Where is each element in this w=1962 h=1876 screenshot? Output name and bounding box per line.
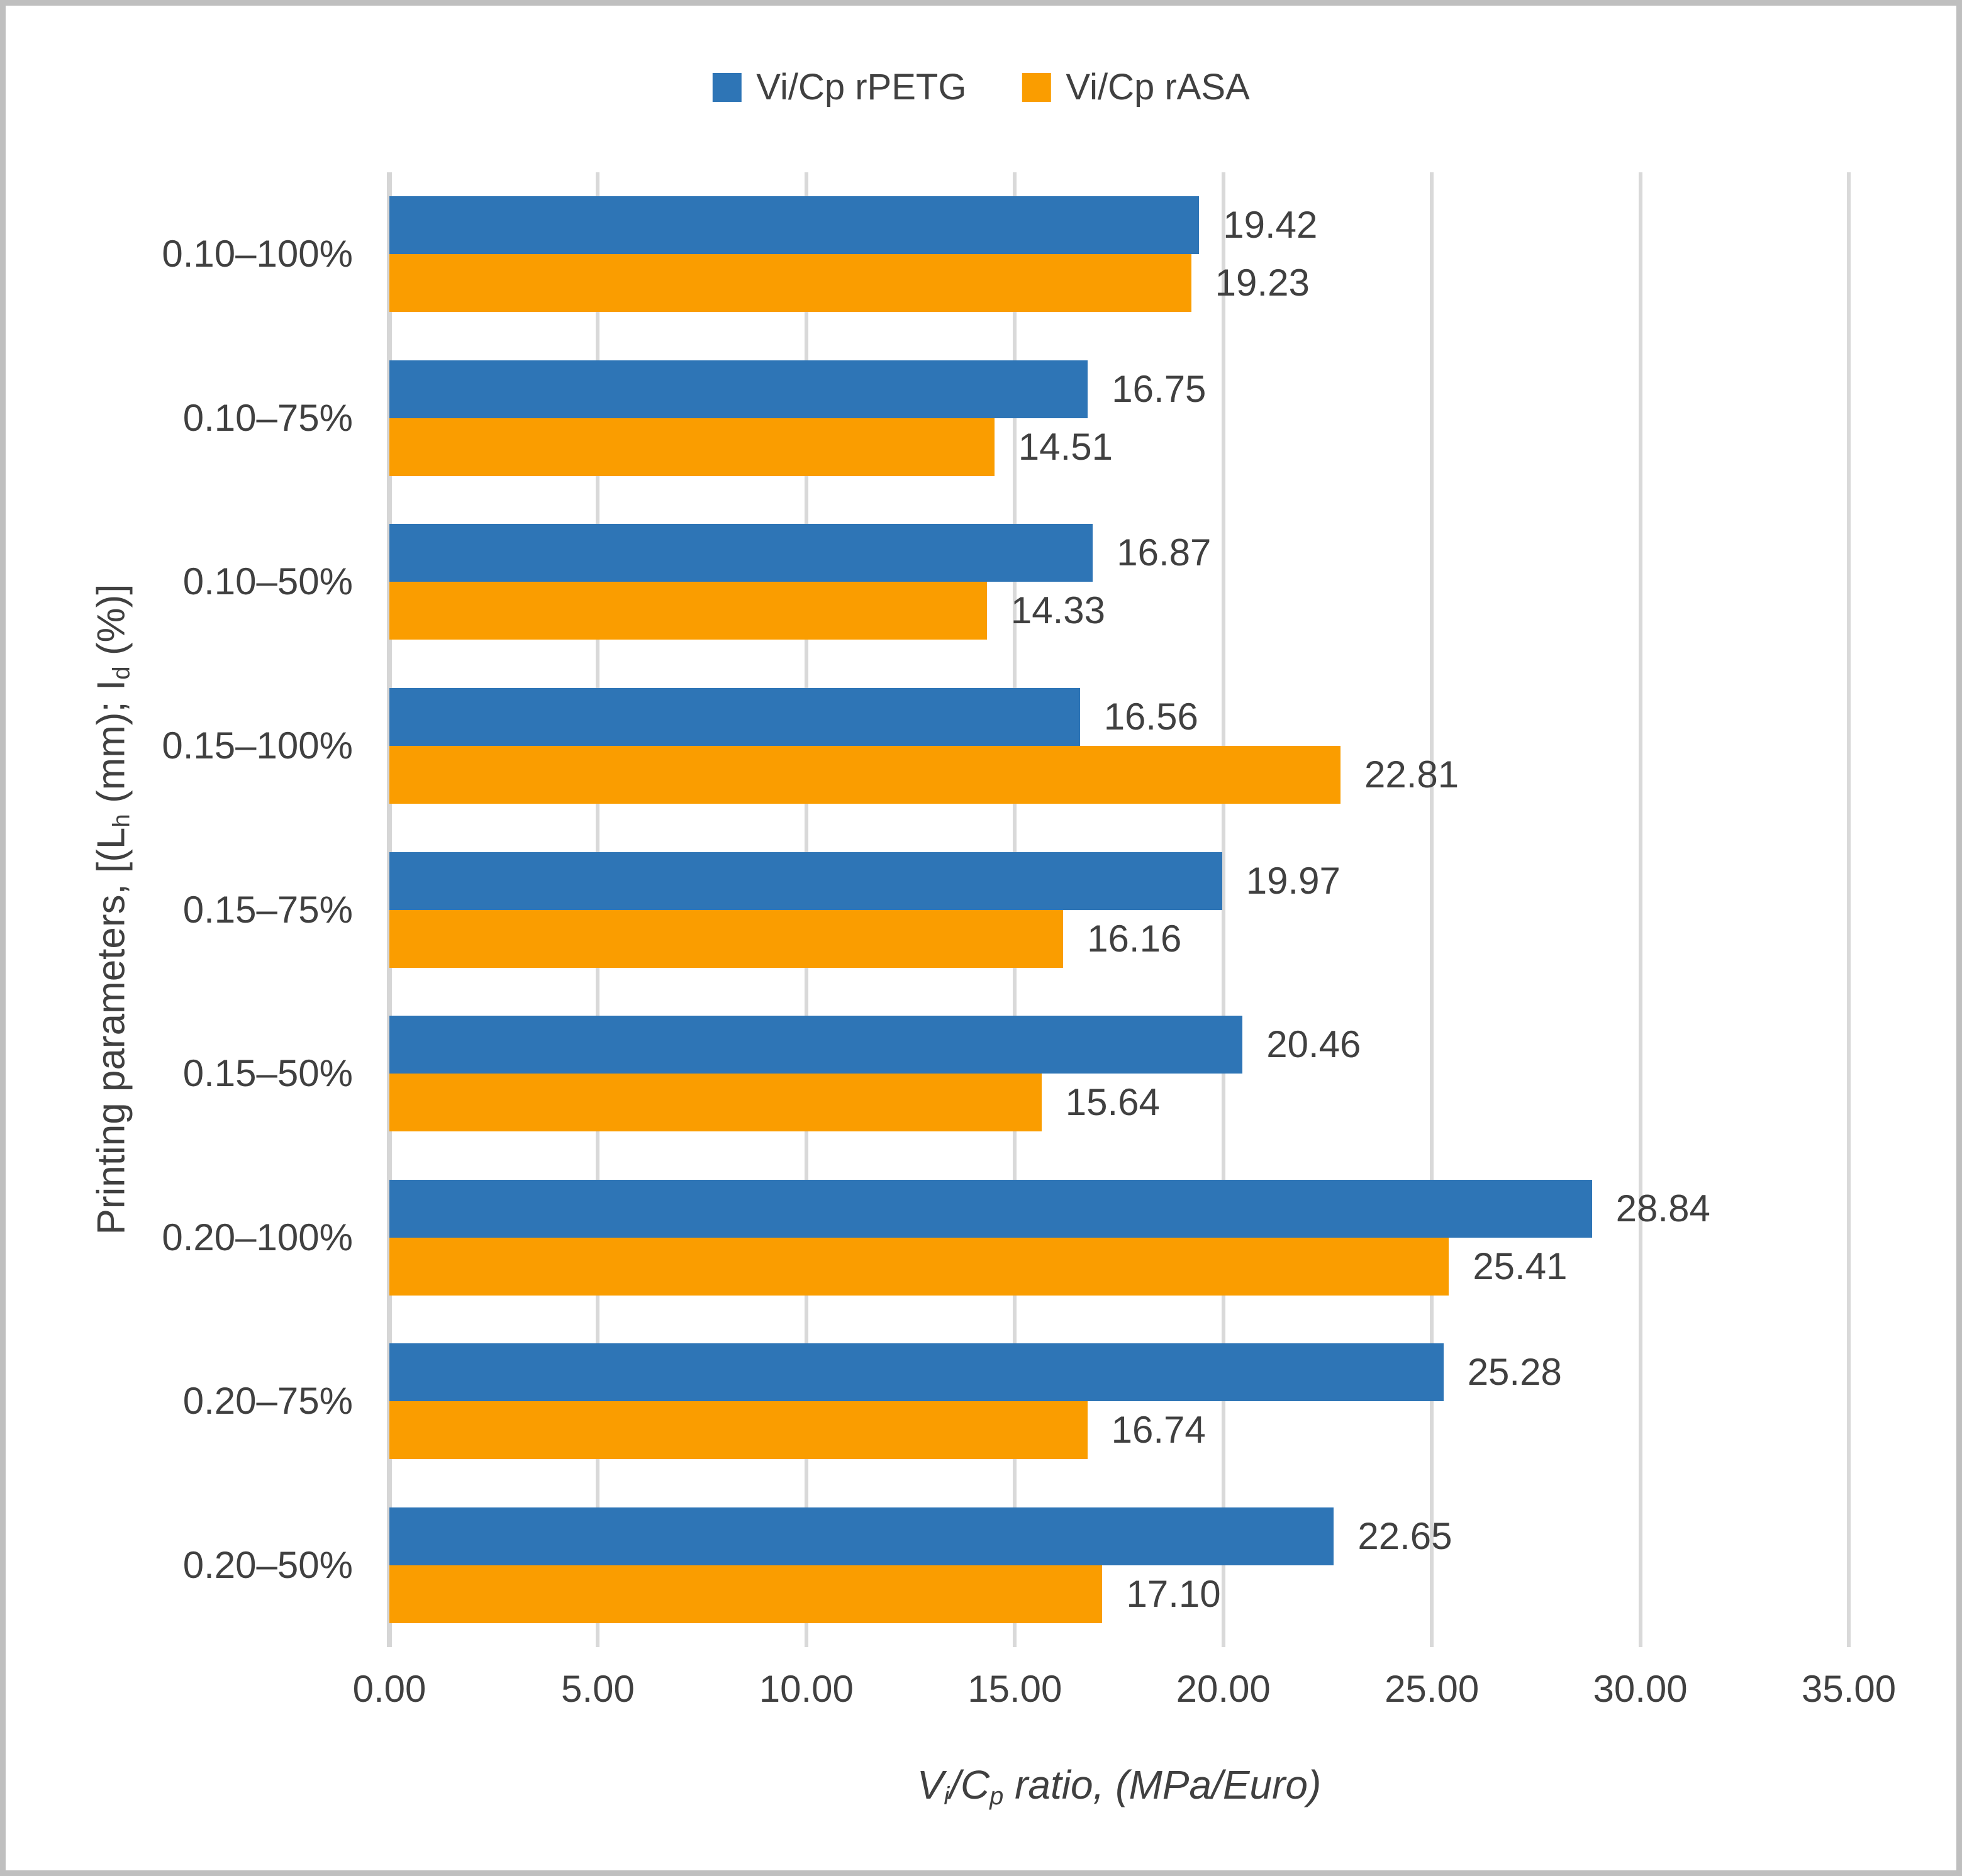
bar-vi-cp-rpetg — [389, 196, 1200, 255]
bar-value-label: 20.46 — [1266, 1023, 1361, 1066]
bar-vi-cp-rasa — [389, 254, 1191, 313]
bar-vi-cp-rpetg — [389, 852, 1222, 910]
bar-vi-cp-rasa — [389, 418, 995, 476]
title-segment: ratio, (MPa/Euro) — [1003, 1762, 1322, 1807]
bar-value-label: 16.75 — [1112, 367, 1207, 410]
legend-item: Vi/Cp rASA — [1022, 66, 1250, 108]
bar-vi-cp-rpetg — [389, 1016, 1243, 1074]
category-label: 0.10–100% — [162, 233, 353, 275]
gridline — [1430, 172, 1434, 1647]
bar-vi-cp-rpetg — [389, 524, 1093, 582]
x-tick-label: 0.00 — [352, 1668, 426, 1710]
category-label: 0.10–75% — [182, 396, 353, 439]
title-segment: /C — [949, 1762, 990, 1807]
category-label: 0.20–100% — [162, 1216, 353, 1258]
bar-value-label: 22.81 — [1364, 753, 1459, 796]
category-label: 0.15–100% — [162, 724, 353, 767]
bar-value-label: 28.84 — [1615, 1187, 1710, 1229]
legend-label: Vi/Cp rPETG — [756, 67, 967, 108]
x-tick-label: 10.00 — [759, 1668, 854, 1710]
x-axis-tick-labels: 0.00 5.00 10.00 15.00 20.00 25.00 30.00 35.00 — [6, 1667, 1956, 1718]
chart-legend: Vi/Cp rPETG Vi/Cp rASA — [712, 66, 1250, 108]
bar-vi-cp-rasa — [389, 1237, 1449, 1296]
bar-vi-cp-rpetg — [389, 1343, 1444, 1402]
bar-value-label: 19.23 — [1215, 262, 1310, 304]
bar-value-label: 16.56 — [1103, 695, 1198, 738]
bar-value-label: 25.41 — [1473, 1245, 1568, 1287]
plot-area: 19.42 19.23 16.75 14.51 16.87 14.33 16.56 22.81… — [387, 172, 1851, 1647]
bar-value-label: 14.33 — [1010, 589, 1106, 632]
gridline — [1847, 172, 1851, 1647]
x-axis-title: Vi/Cp ratio, (MPa/Euro) — [917, 1762, 1322, 1810]
legend-swatch-icon — [1022, 72, 1051, 102]
category-label: 0.20–75% — [182, 1380, 353, 1423]
bar-vi-cp-rasa — [389, 745, 1341, 804]
category-label: 0.15–50% — [182, 1052, 353, 1095]
legend-label: Vi/Cp rASA — [1066, 67, 1250, 108]
bar-value-label: 16.16 — [1087, 917, 1182, 960]
title-subscript-segment: p — [989, 1782, 1004, 1810]
category-axis-labels: 0.10–100% 0.10–75% 0.10–50% 0.15–100% 0.15–7… — [6, 172, 353, 1647]
bar-vi-cp-rpetg — [389, 687, 1080, 746]
category-label: 0.10–50% — [182, 560, 353, 603]
legend-swatch-icon — [712, 72, 742, 102]
x-tick-label: 30.00 — [1593, 1668, 1688, 1710]
category-label: 0.20–50% — [182, 1543, 353, 1586]
bar-value-label: 19.42 — [1223, 204, 1318, 247]
bar-vi-cp-rpetg — [389, 1179, 1592, 1238]
bar-vi-cp-rasa — [389, 1401, 1088, 1460]
title-subscript-segment: i — [944, 1782, 950, 1810]
bar-vi-cp-rasa — [389, 582, 987, 640]
bar-value-label: 25.28 — [1467, 1351, 1562, 1394]
bar-value-label: 17.10 — [1126, 1572, 1221, 1615]
bar-vi-cp-rasa — [389, 1565, 1103, 1623]
bar-value-label: 22.65 — [1357, 1514, 1452, 1557]
bar-value-label: 16.74 — [1111, 1409, 1206, 1451]
title-segment: V — [917, 1762, 944, 1807]
legend-item: Vi/Cp rPETG — [712, 66, 966, 108]
category-label: 0.15–75% — [182, 888, 353, 931]
x-tick-label: 5.00 — [561, 1668, 635, 1710]
bar-value-label: 16.87 — [1117, 531, 1212, 574]
x-tick-label: 15.00 — [967, 1668, 1062, 1710]
gridline — [1221, 172, 1225, 1647]
bar-value-label: 14.51 — [1018, 425, 1113, 468]
bar-vi-cp-rpetg — [389, 360, 1088, 418]
bar-value-label: 15.64 — [1065, 1081, 1160, 1124]
bar-vi-cp-rasa — [389, 1074, 1042, 1132]
gridline — [1638, 172, 1642, 1647]
bar-vi-cp-rasa — [389, 909, 1064, 968]
x-tick-label: 25.00 — [1385, 1668, 1480, 1710]
x-tick-label: 20.00 — [1176, 1668, 1271, 1710]
bar-vi-cp-rpetg — [389, 1507, 1334, 1565]
bar-value-label: 19.97 — [1246, 859, 1341, 902]
x-tick-label: 35.00 — [1801, 1668, 1897, 1710]
